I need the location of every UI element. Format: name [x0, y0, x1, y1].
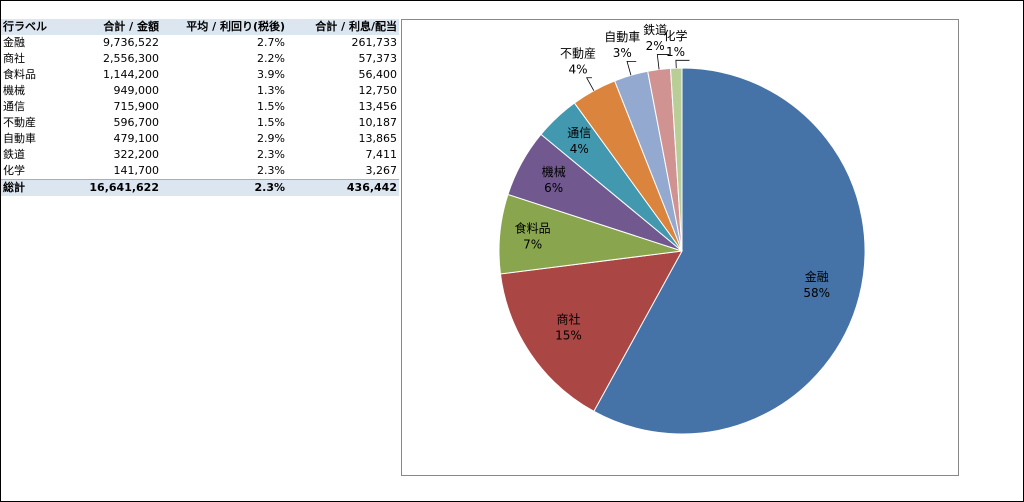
table-row: 機械 949,000 1.3% 12,750 [1, 83, 399, 99]
table-row: 自動車 479,100 2.9% 13,865 [1, 131, 399, 147]
table-cell: 10,187 [358, 116, 398, 129]
table-cell: 13,456 [358, 100, 398, 113]
table-row: 商社 2,556,300 2.2% 57,373 [1, 51, 399, 67]
table-cell: 715,900 [113, 100, 160, 113]
chart-area: 金融 58% 商社 15% 食料品 7% 機械 6% 通信 4% 不動産 4% 自動車 3% 鉄道 2% 化学 1… [401, 19, 959, 476]
slice-label: 食料品 [515, 220, 551, 235]
table-cell: 261,733 [351, 36, 398, 49]
table-cell: 通信 [3, 100, 25, 113]
table-cell: 57,373 [358, 52, 398, 65]
table-cell: 食料品 [3, 68, 36, 81]
slice-label: 機械 [542, 164, 566, 179]
table-row: 化学 141,700 2.3% 3,267 [1, 163, 399, 180]
table-cell: 2.3% [257, 148, 285, 161]
slice-value-label: 15% [555, 329, 582, 343]
leader-line [586, 77, 595, 91]
table-row: 金融 9,736,522 2.7% 261,733 [1, 35, 399, 51]
table-row: 行ラベル 合計 / 金額 平均 / 利回り(税後) 合計 / 利息/配当 [1, 19, 399, 35]
table-row: 総計 16,641,622 2.3% 436,442 [1, 179, 399, 196]
chart: 金融 58% 商社 15% 食料品 7% 機械 6% 通信 4% 不動産 4% 自動車 3% 鉄道 2%化学 1… [498, 22, 866, 435]
table-cell: 行ラベル [1, 19, 71, 35]
table-cell: 平均 / 利回り(税後) [161, 19, 287, 35]
table-cell: 化学 [3, 164, 25, 177]
slice-value-label: 2% [646, 39, 665, 53]
table-cell: 12,750 [358, 84, 398, 97]
table-row: 不動産 596,700 1.5% 10,187 [1, 115, 399, 131]
table-cell: 機械 [3, 84, 25, 97]
table-cell: 合計 / 金額 [71, 19, 161, 35]
table-cell: 1.5% [257, 116, 285, 129]
slice-label: 自動車 [604, 30, 640, 44]
leader-line [626, 60, 637, 76]
pie-slice [499, 250, 683, 413]
table-cell: 商社 [3, 52, 25, 65]
table-cell: 2,556,300 [103, 52, 159, 65]
slice-label: 鉄道 [643, 22, 667, 37]
table-cell: 16,641,622 [71, 179, 161, 196]
table-cell: 1.5% [257, 100, 285, 113]
slice-label: 化学 [663, 28, 687, 43]
table-cell: 合計 / 利息/配当 [287, 19, 399, 35]
table-cell: 総計 [1, 179, 71, 196]
table-cell: 1,144,200 [103, 68, 159, 81]
slice-label: 金融 [805, 269, 829, 284]
table-cell: 2.3% [257, 164, 285, 177]
pie-slice [593, 67, 866, 435]
table-cell: 322,200 [113, 148, 160, 161]
table-row: 通信 715,900 1.5% 13,456 [1, 99, 399, 115]
table-cell: 2.3% [161, 179, 287, 196]
table-cell: 3,267 [365, 164, 398, 177]
table-cell: 596,700 [113, 116, 160, 129]
table-cell: 2.9% [257, 132, 285, 145]
pivot-table: 行ラベル 合計 / 金額 平均 / 利回り(税後) 合計 / 利息/配当 金融 9,736… [1, 19, 399, 196]
table-cell: 金融 [3, 36, 25, 49]
table-cell: 13,865 [358, 132, 398, 145]
table-cell: 2.2% [257, 52, 285, 65]
table-cell: 2.7% [257, 36, 285, 49]
table-row: 鉄道 322,200 2.3% 7,411 [1, 147, 399, 163]
table-row: 食料品 1,144,200 3.9% 56,400 [1, 67, 399, 83]
slice-label: 不動産 [560, 45, 596, 60]
table-cell: 鉄道 [3, 148, 25, 161]
table-cell: 不動産 [3, 116, 36, 129]
table-cell: 1.3% [257, 84, 285, 97]
table-cell: 949,000 [113, 84, 160, 97]
table-cell: 436,442 [287, 179, 399, 196]
slice-label: 通信 [567, 126, 591, 140]
slice-value-label: 1% [666, 45, 685, 59]
table-body: 行ラベル 合計 / 金額 平均 / 利回り(税後) 合計 / 利息/配当 金融 9,736… [1, 19, 399, 196]
leader-line [675, 59, 690, 69]
slice-value-label: 3% [613, 46, 632, 60]
table-cell: 自動車 [3, 132, 36, 145]
table-cell: 9,736,522 [103, 36, 159, 49]
table-cell: 7,411 [365, 148, 398, 161]
table-cell: 479,100 [113, 132, 160, 145]
slice-value-label: 6% [544, 181, 563, 195]
table-cell: 56,400 [358, 68, 398, 81]
slice-value-label: 58% [803, 286, 830, 300]
slice-label: 商社 [556, 312, 580, 327]
slice-value-label: 4% [570, 142, 589, 156]
leader-line [656, 54, 670, 70]
slice-value-label: 4% [568, 62, 587, 76]
table-cell: 141,700 [113, 164, 160, 177]
slice-value-label: 7% [523, 237, 542, 251]
table-cell: 3.9% [257, 68, 285, 81]
